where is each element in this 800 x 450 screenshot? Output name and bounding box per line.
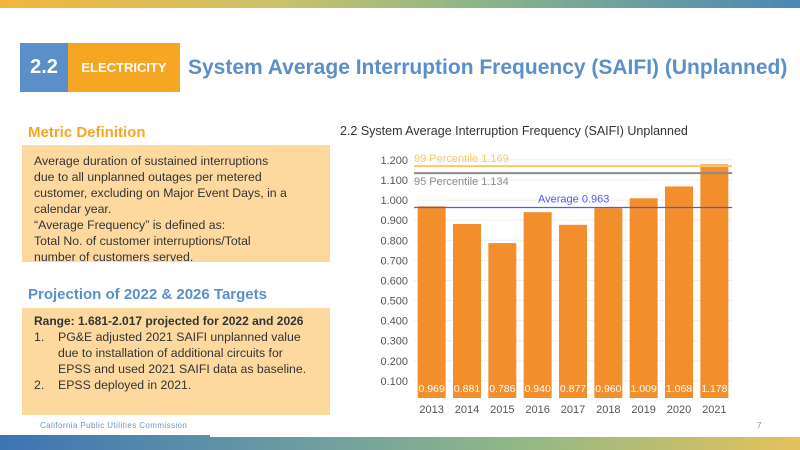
bar-value-label: 0.969 xyxy=(419,383,445,395)
y-tick-label: 1.200 xyxy=(380,155,408,167)
page-title: System Average Interruption Frequency (S… xyxy=(188,56,788,79)
bar xyxy=(559,224,587,398)
bar-value-label: 0.960 xyxy=(595,383,621,395)
reference-line-label: Average 0.963 xyxy=(538,194,609,206)
bottom-decor-gap xyxy=(210,433,800,437)
y-tick-label: 0.800 xyxy=(380,235,408,247)
y-tick-label: 0.400 xyxy=(380,316,408,328)
bar-value-label: 0.881 xyxy=(454,383,480,395)
item-text: PG&E adjusted 2021 SAIFI unplanned value… xyxy=(58,330,307,376)
metric-definition-box: Average duration of sustained interrupti… xyxy=(22,145,330,264)
x-tick-label: 2014 xyxy=(455,404,479,416)
section-number-badge: 2.2 xyxy=(20,43,68,92)
x-tick-label: 2016 xyxy=(525,404,549,416)
reference-line-label: 99 Percentile 1.169 xyxy=(414,153,509,165)
projection-box: Range: 1.681-2.017 projected for 2022 an… xyxy=(22,308,330,415)
page-number: 7 xyxy=(757,421,762,430)
bar-value-label: 0.940 xyxy=(525,383,551,395)
bar-value-label: 1.068 xyxy=(666,383,692,395)
metric-line: “Average Frequency” is defined as: xyxy=(34,218,226,232)
metric-heading: Metric Definition xyxy=(28,124,146,141)
y-tick-label: 0.500 xyxy=(380,296,408,308)
bar xyxy=(629,198,658,398)
metric-line: customer, excluding on Major Event Days,… xyxy=(34,186,287,200)
y-tick-label: 0.600 xyxy=(380,275,408,287)
item-number: 1. xyxy=(34,330,45,344)
y-tick-label: 0.900 xyxy=(380,215,408,227)
projection-item: 2. EPSS deployed in 2021. xyxy=(34,377,318,393)
metric-line: Total No. of customer interruptions/Tota… xyxy=(34,234,251,248)
top-decor-bar xyxy=(0,0,800,8)
chart-title: 2.2 System Average Interruption Frequenc… xyxy=(340,124,688,138)
bar xyxy=(665,186,693,398)
bar-value-label: 1.178 xyxy=(701,383,727,395)
y-tick-label: 0.700 xyxy=(380,255,408,267)
y-tick-label: 1.100 xyxy=(380,175,408,187)
x-tick-label: 2018 xyxy=(596,404,620,416)
category-badge: ELECTRICITY xyxy=(68,43,180,92)
x-tick-label: 2020 xyxy=(667,404,691,416)
bar xyxy=(523,212,552,398)
bar-value-label: 1.009 xyxy=(631,383,657,395)
bar xyxy=(488,243,517,398)
x-tick-label: 2021 xyxy=(702,404,726,416)
x-tick-label: 2015 xyxy=(490,404,514,416)
x-tick-label: 2013 xyxy=(419,404,443,416)
footer-org: California Public Utilities Commission xyxy=(40,421,188,430)
metric-line: number of customers served. xyxy=(34,250,194,264)
bottom-decor-bar xyxy=(0,435,800,450)
bar-value-label: 0.786 xyxy=(489,383,515,395)
y-tick-label: 0.300 xyxy=(380,336,408,348)
bar xyxy=(700,164,729,398)
item-number: 2. xyxy=(34,378,45,392)
bar xyxy=(594,208,623,398)
bar-value-label: 0.877 xyxy=(560,383,586,395)
metric-line: due to all unplanned outages per metered xyxy=(34,170,262,184)
projection-heading: Projection of 2022 & 2026 Targets xyxy=(28,286,267,303)
metric-line: Average duration of sustained interrupti… xyxy=(34,154,269,168)
item-text: EPSS deployed in 2021. xyxy=(58,378,192,392)
y-tick-label: 1.000 xyxy=(380,195,408,207)
bar xyxy=(417,206,446,398)
y-tick-label: 0.100 xyxy=(380,376,408,388)
metric-line: calendar year. xyxy=(34,202,112,216)
x-tick-label: 2019 xyxy=(631,404,655,416)
x-tick-label: 2017 xyxy=(561,404,585,416)
bar xyxy=(453,224,481,398)
y-tick-label: 0.200 xyxy=(380,356,408,368)
reference-line-label: 95 Percentile 1.134 xyxy=(414,176,509,188)
projection-item: 1. PG&E adjusted 2021 SAIFI unplanned val… xyxy=(34,329,318,377)
projection-range: Range: 1.681-2.017 projected for 2022 an… xyxy=(34,314,304,328)
